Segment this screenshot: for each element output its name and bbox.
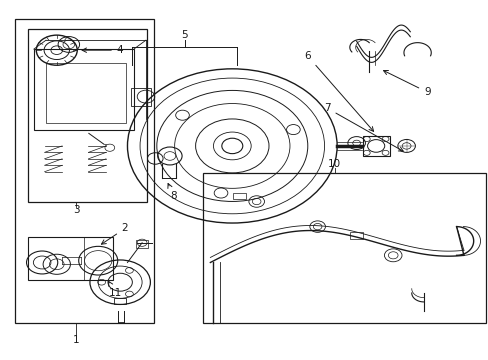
Text: 11: 11 xyxy=(108,282,122,298)
Text: 9: 9 xyxy=(383,71,430,97)
Bar xyxy=(46,63,126,123)
Bar xyxy=(114,298,126,305)
Text: 2: 2 xyxy=(101,224,128,244)
Bar xyxy=(15,19,154,323)
Text: 1: 1 xyxy=(73,334,80,345)
Bar xyxy=(27,30,147,202)
Text: 8: 8 xyxy=(167,184,177,201)
Bar xyxy=(349,232,363,239)
Bar xyxy=(131,87,151,105)
Text: 7: 7 xyxy=(324,103,403,151)
Text: 3: 3 xyxy=(73,206,80,216)
Text: 5: 5 xyxy=(181,30,188,40)
Text: 6: 6 xyxy=(304,51,373,131)
Bar xyxy=(203,173,485,323)
Text: 4: 4 xyxy=(82,45,123,55)
Bar xyxy=(136,240,148,248)
Bar xyxy=(232,193,246,199)
Text: 10: 10 xyxy=(327,159,341,169)
Bar xyxy=(362,136,389,156)
Bar xyxy=(34,49,134,130)
Bar xyxy=(27,237,113,280)
